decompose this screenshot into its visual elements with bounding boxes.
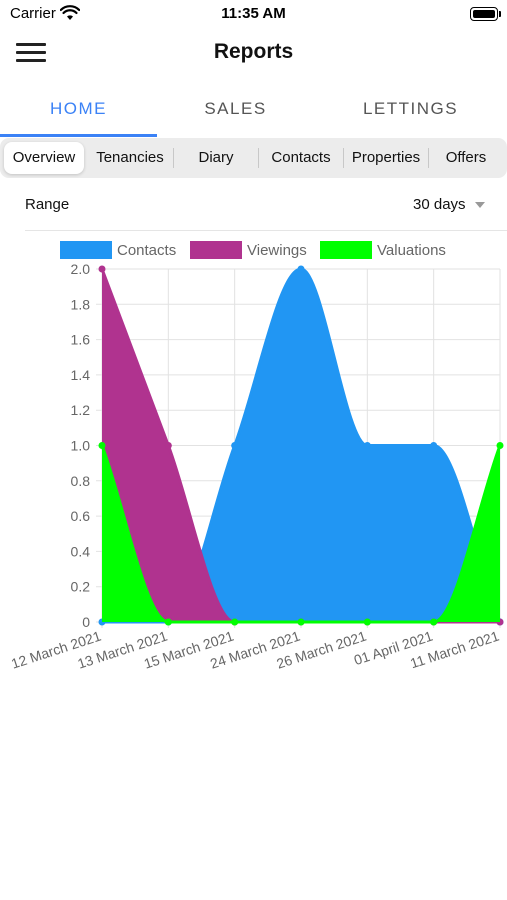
y-tick-label: 1.6: [71, 332, 91, 348]
valuations-point: [430, 618, 438, 626]
range-label: Range: [25, 196, 70, 213]
y-tick-label: 0.2: [71, 579, 91, 595]
segment-tenancies[interactable]: Tenancies: [96, 149, 164, 166]
contacts-area: [102, 269, 500, 622]
segment-divider: [258, 148, 259, 168]
status-time: 11:35 AM: [221, 5, 286, 22]
valuations-point: [164, 618, 172, 626]
legend-label: Viewings: [247, 242, 307, 259]
segment-offers[interactable]: Offers: [445, 149, 487, 166]
y-tick-label: 1.8: [71, 296, 91, 312]
segment-divider: [428, 148, 429, 168]
valuations-point: [98, 442, 106, 449]
battery-icon: [470, 7, 498, 21]
legend-swatch: [60, 241, 112, 259]
top-tabs: HOME SALES LETTINGS: [0, 90, 507, 138]
hamburger-menu-icon[interactable]: [16, 41, 46, 63]
segment-properties[interactable]: Properties: [351, 149, 421, 166]
active-tab-indicator: [0, 134, 157, 137]
tab-lettings[interactable]: LETTINGS: [362, 99, 459, 118]
valuations-point: [496, 442, 504, 449]
viewings-point: [98, 265, 106, 273]
tab-sales[interactable]: SALES: [204, 99, 267, 118]
segment-overview[interactable]: Overview: [4, 142, 84, 174]
range-dropdown[interactable]: 30 days: [400, 190, 495, 218]
y-tick-label: 0.4: [71, 543, 91, 559]
y-tick-label: 0: [82, 614, 90, 630]
viewings-point: [164, 442, 172, 449]
report-segment-control: Overview Tenancies Diary Contacts Proper…: [0, 138, 507, 178]
tab-home[interactable]: HOME: [50, 99, 107, 118]
divider: [25, 230, 507, 231]
segment-divider: [343, 148, 344, 168]
legend-label: Contacts: [117, 242, 176, 259]
wifi-icon: [60, 5, 80, 20]
y-tick-label: 0.8: [71, 473, 91, 489]
valuations-point: [363, 618, 371, 626]
y-tick-label: 0.6: [71, 508, 91, 524]
contacts-point: [430, 442, 438, 449]
y-tick-label: 1.4: [71, 367, 91, 383]
legend-swatch: [320, 241, 372, 259]
segment-divider: [173, 148, 174, 168]
y-tick-label: 1.0: [71, 438, 91, 454]
valuations-point: [297, 618, 305, 626]
carrier-label: Carrier: [10, 5, 56, 22]
contacts-point: [231, 442, 239, 449]
legend-label: Valuations: [377, 242, 446, 259]
page-title: Reports: [213, 40, 294, 63]
contacts-point: [363, 442, 371, 449]
legend-swatch: [190, 241, 242, 259]
status-bar: Carrier 11:35 AM: [0, 0, 507, 30]
chevron-down-icon: [475, 202, 485, 208]
valuations-point: [231, 618, 239, 626]
segment-contacts[interactable]: Contacts: [271, 149, 331, 166]
contacts-point: [297, 265, 305, 273]
y-tick-label: 1.2: [71, 402, 91, 418]
activity-chart: 0 0.2 0.4 0.6 0.8 1.0 1.2 1.4 1.6 1.8 2.0 Contacts V…: [0, 232, 507, 692]
range-value: 30 days: [413, 196, 466, 213]
chart-svg: 0 0.2 0.4 0.6 0.8 1.0 1.2 1.4 1.6 1.8 2.0 Contacts V…: [9, 241, 504, 672]
y-tick-label: 2.0: [71, 261, 91, 277]
battery-tip: [499, 11, 501, 17]
segment-diary[interactable]: Diary: [198, 149, 234, 166]
valuations-area: [102, 445, 500, 622]
